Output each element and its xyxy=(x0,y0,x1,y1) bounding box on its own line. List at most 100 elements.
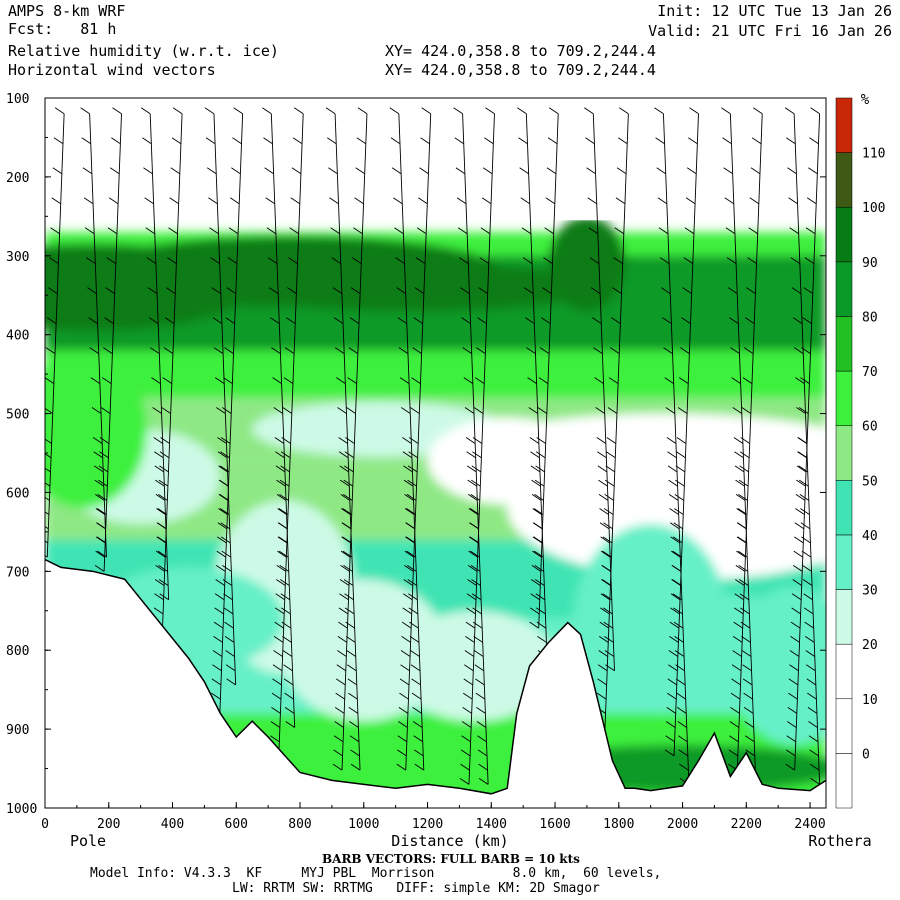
wind-barb xyxy=(398,721,408,728)
wind-barb xyxy=(603,508,614,515)
wind-barb xyxy=(609,347,620,354)
wind-barb xyxy=(683,257,694,265)
wind-barb xyxy=(676,706,687,714)
wind-barb xyxy=(279,479,290,487)
wind-barb xyxy=(462,692,473,700)
wind-barb xyxy=(285,721,295,728)
wind-barb xyxy=(721,107,731,115)
wind-barb xyxy=(224,347,234,354)
wind-barb xyxy=(275,451,285,459)
wind-barb xyxy=(332,287,343,295)
wind-barb-column xyxy=(140,107,170,601)
model-title: AMPS 8-km WRF xyxy=(8,2,126,20)
wind-barb xyxy=(467,479,478,487)
wind-barb xyxy=(517,107,527,115)
wind-barb xyxy=(215,579,225,586)
x-tick-label: 1200 xyxy=(412,817,443,832)
wind-barb xyxy=(159,593,169,601)
wind-barb xyxy=(466,593,477,601)
wind-barb xyxy=(155,550,166,558)
wind-barb xyxy=(531,564,542,572)
wind-barb xyxy=(292,137,303,145)
wind-barb xyxy=(539,347,550,354)
wind-barb xyxy=(341,508,351,515)
wind-barb xyxy=(418,197,428,205)
wind-barb xyxy=(734,451,744,459)
wind-barb xyxy=(619,107,629,115)
wind-barb xyxy=(339,479,350,487)
wind-barb xyxy=(682,287,692,295)
wind-barb xyxy=(212,317,223,324)
wind-barb xyxy=(218,508,228,515)
wind-barb xyxy=(742,678,753,686)
wind-barb xyxy=(407,579,418,586)
wind-barb xyxy=(544,227,554,235)
wind-barb xyxy=(412,347,422,354)
wind-barb xyxy=(163,347,174,354)
wind-barb xyxy=(53,137,64,145)
wind-barb xyxy=(735,564,746,572)
wind-barb xyxy=(339,593,349,601)
wind-barb xyxy=(350,749,360,757)
wind-barb xyxy=(734,593,745,601)
wind-barb xyxy=(742,377,753,384)
wind-barb-column xyxy=(728,107,763,771)
wind-barb xyxy=(154,579,165,586)
wind-barb xyxy=(472,451,482,459)
wind-barb xyxy=(154,451,164,459)
wind-barb xyxy=(220,522,230,530)
wind-barb xyxy=(806,664,816,672)
wind-barb xyxy=(801,550,812,558)
wind-barb xyxy=(674,508,684,515)
wind-barb xyxy=(273,407,283,414)
wind-barb xyxy=(154,593,164,601)
wind-barb xyxy=(476,721,487,728)
wind-barb xyxy=(481,197,492,205)
wind-barb xyxy=(161,407,171,414)
wind-barb xyxy=(809,749,819,757)
wind-barb xyxy=(471,465,482,473)
rh-patch xyxy=(45,350,147,509)
wind-barb xyxy=(601,579,612,586)
wind-barb xyxy=(462,347,472,354)
wind-barb xyxy=(48,287,58,295)
colorbar: 0 10 20 30 40 50 60 70 80 90 100 110 xyxy=(835,97,885,809)
wind-barb xyxy=(789,227,799,235)
wind-barb xyxy=(678,377,689,384)
wind-barb xyxy=(672,550,682,558)
wind-barb xyxy=(461,735,471,743)
wind-barb xyxy=(279,493,289,501)
wind-barb xyxy=(743,692,753,700)
wind-barb xyxy=(738,564,749,572)
wind-barb xyxy=(723,167,733,175)
wind-barb xyxy=(532,550,542,558)
y-tick-label: 500 xyxy=(6,408,29,423)
wind-barb xyxy=(599,522,610,530)
wind-barb xyxy=(786,137,796,145)
wind-barb xyxy=(801,536,811,544)
wind-barb xyxy=(159,465,169,473)
wind-barb xyxy=(396,763,407,771)
wind-barb xyxy=(473,635,483,643)
wind-barb xyxy=(155,564,165,572)
wind-barb xyxy=(98,465,109,473)
wind-barb xyxy=(353,227,363,235)
wind-barb xyxy=(280,465,290,473)
wind-barb xyxy=(792,317,803,324)
wind-barb xyxy=(158,479,169,487)
wind-barb xyxy=(267,257,278,265)
wind-barb xyxy=(790,635,800,643)
wind-barb xyxy=(743,347,754,354)
wind-barb xyxy=(797,437,808,444)
wind-barb xyxy=(347,377,357,384)
wind-barb-column xyxy=(152,107,183,643)
wind-barb xyxy=(732,650,742,657)
wind-barb xyxy=(478,763,488,771)
wind-barb xyxy=(729,317,739,324)
y-tick-label: 400 xyxy=(6,329,29,344)
wind-barb xyxy=(328,167,338,175)
wind-barb xyxy=(794,536,804,544)
wind-barb xyxy=(346,650,356,657)
wind-barb xyxy=(276,564,287,572)
